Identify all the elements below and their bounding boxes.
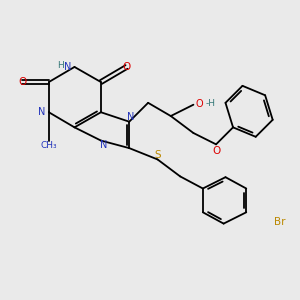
Text: N: N: [100, 140, 108, 151]
Text: -H: -H: [206, 99, 216, 108]
Text: S: S: [154, 150, 161, 160]
Text: N: N: [128, 112, 135, 122]
Text: O: O: [122, 62, 131, 72]
Text: Br: Br: [274, 217, 285, 227]
Text: N: N: [64, 62, 71, 72]
Text: CH₃: CH₃: [40, 141, 57, 150]
Text: H: H: [57, 61, 64, 70]
Text: N: N: [38, 107, 46, 117]
Text: O: O: [18, 77, 26, 87]
Text: O: O: [195, 99, 203, 109]
Text: O: O: [212, 146, 220, 156]
